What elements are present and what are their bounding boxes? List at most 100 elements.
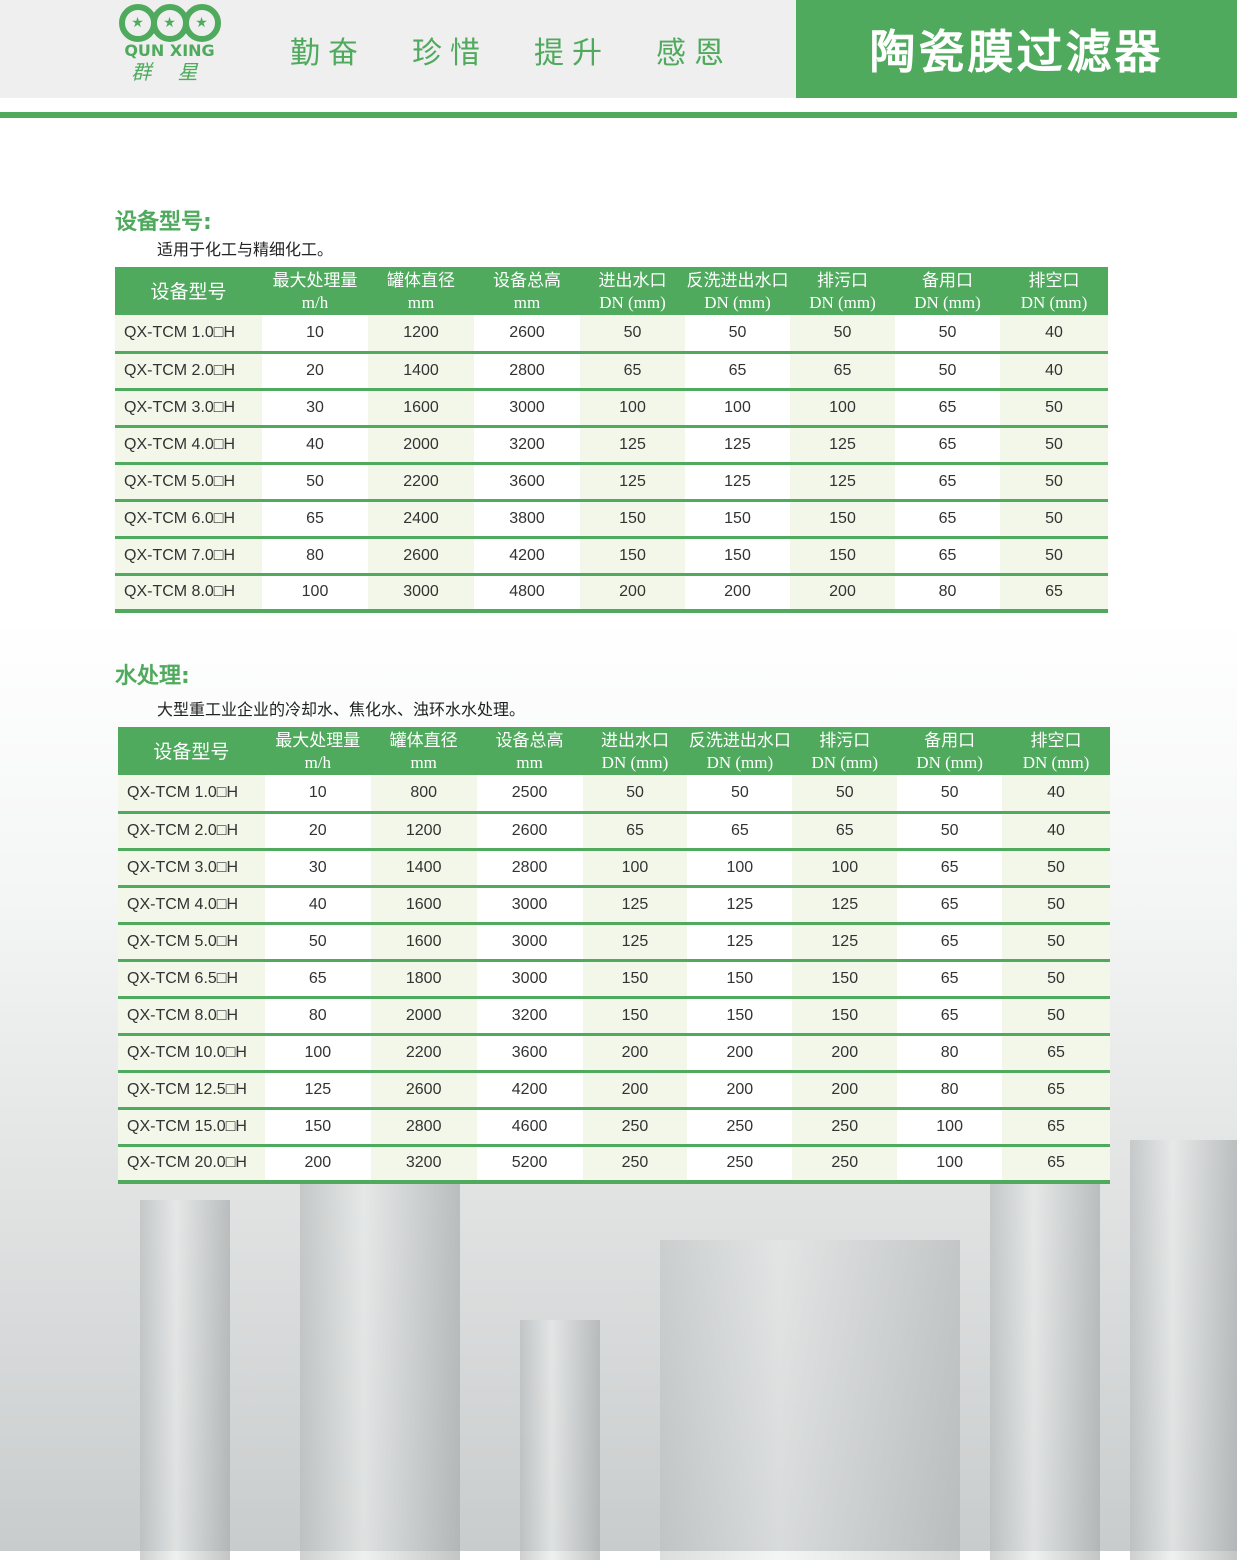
table-cell: 65 bbox=[897, 849, 1003, 888]
table-row: QX-TCM 20.0□H 200 3200 5200 250 250 250 100 65 bbox=[118, 1145, 1110, 1184]
page-title: 陶瓷膜过滤器 bbox=[796, 0, 1237, 98]
column-header: 设备总高 mm bbox=[474, 267, 580, 315]
table-cell: 50 bbox=[895, 315, 1000, 354]
table-row: QX-TCM 1.0□H 10 800 2500 50 50 50 50 40 bbox=[118, 775, 1110, 814]
table-cell: 50 bbox=[687, 775, 793, 814]
table-cell: 65 bbox=[897, 960, 1003, 999]
table-cell: 150 bbox=[580, 500, 685, 539]
table-cell: 200 bbox=[792, 1034, 898, 1073]
table-cell: 2600 bbox=[474, 315, 580, 354]
table-cell: 1200 bbox=[370, 812, 477, 851]
table-cell: 3600 bbox=[474, 463, 580, 502]
table-cell: QX-TCM 4.0□H bbox=[118, 886, 265, 925]
table-cell: 150 bbox=[582, 997, 688, 1036]
table-row: QX-TCM 15.0□H 150 2800 4600 250 250 250 100 65 bbox=[118, 1108, 1110, 1147]
spec-table-chemical: 设备型号 最大处理量 m/h 罐体直径 mm 设备总高 mm 进出水口 DN (mm) 反洗进出水… bbox=[115, 267, 1108, 613]
table-cell: 150 bbox=[792, 997, 898, 1036]
table-cell: 65 bbox=[897, 997, 1003, 1036]
table-cell: 4200 bbox=[476, 1071, 583, 1110]
column-header: 最大处理量 m/h bbox=[264, 727, 371, 775]
table-cell: QX-TCM 7.0□H bbox=[115, 537, 262, 576]
table-cell: 100 bbox=[790, 389, 895, 428]
table-cell: 150 bbox=[687, 997, 793, 1036]
table-cell: 50 bbox=[1000, 537, 1108, 576]
table-cell: 50 bbox=[1000, 389, 1108, 428]
table-cell: 250 bbox=[792, 1108, 898, 1147]
table-cell: 50 bbox=[1002, 960, 1110, 999]
table-cell: 65 bbox=[582, 812, 688, 851]
table-cell: 50 bbox=[1002, 849, 1110, 888]
table-cell: 1600 bbox=[370, 886, 477, 925]
table-cell: 50 bbox=[897, 775, 1003, 814]
slogan: 珍惜 bbox=[412, 36, 488, 71]
table-cell: 1600 bbox=[370, 923, 477, 962]
table-cell: 150 bbox=[582, 960, 688, 999]
table-cell: 3000 bbox=[476, 960, 583, 999]
table-cell: 250 bbox=[792, 1145, 898, 1184]
table-cell: 50 bbox=[264, 923, 371, 962]
table-cell: QX-TCM 3.0□H bbox=[118, 849, 265, 888]
table-cell: 150 bbox=[687, 960, 793, 999]
table-cell: 65 bbox=[264, 960, 371, 999]
table-cell: 100 bbox=[264, 1034, 371, 1073]
column-header: 设备总高 mm bbox=[476, 727, 583, 775]
table-cell: 80 bbox=[895, 574, 1000, 613]
table-cell: QX-TCM 8.0□H bbox=[115, 574, 262, 613]
table-cell: 150 bbox=[792, 960, 898, 999]
table-cell: 40 bbox=[264, 886, 371, 925]
header-row: 设备型号 最大处理量 m/h 罐体直径 mm 设备总高 mm 进出水口 DN (mm) 反洗进出水… bbox=[118, 727, 1110, 775]
section-desc: 适用于化工与精细化工。 bbox=[157, 240, 334, 259]
table-cell: 1200 bbox=[368, 315, 474, 354]
table-cell: 50 bbox=[1002, 923, 1110, 962]
table-cell: 3000 bbox=[368, 574, 474, 613]
table-cell: 2800 bbox=[476, 849, 583, 888]
table-row: QX-TCM 5.0□H 50 1600 3000 125 125 125 65 50 bbox=[118, 923, 1110, 962]
logo: ★ ★ ★ QUN XING 群 星 bbox=[112, 4, 227, 96]
table-cell: 125 bbox=[685, 463, 790, 502]
table-cell: 65 bbox=[1002, 1108, 1110, 1147]
table-cell: 3000 bbox=[474, 389, 580, 428]
table-cell: 125 bbox=[685, 426, 790, 465]
column-header: 排空口 DN (mm) bbox=[1002, 727, 1110, 775]
table-cell: 200 bbox=[685, 574, 790, 613]
table-cell: 65 bbox=[262, 500, 368, 539]
table-cell: 200 bbox=[792, 1071, 898, 1110]
table-cell: 200 bbox=[687, 1071, 793, 1110]
table-row: QX-TCM 2.0□H 20 1200 2600 65 65 65 50 40 bbox=[118, 812, 1110, 851]
table-cell: 200 bbox=[582, 1071, 688, 1110]
table-row: QX-TCM 8.0□H 80 2000 3200 150 150 150 65 50 bbox=[118, 997, 1110, 1036]
table-cell: QX-TCM 8.0□H bbox=[118, 997, 265, 1036]
table-cell: 2000 bbox=[370, 997, 477, 1036]
table-cell: 40 bbox=[1002, 812, 1110, 851]
table-cell: 2600 bbox=[476, 812, 583, 851]
table-cell: 65 bbox=[790, 352, 895, 391]
table-cell: 100 bbox=[580, 389, 685, 428]
table-cell: 2200 bbox=[368, 463, 474, 502]
section-title: 设备型号: bbox=[115, 210, 212, 235]
table-cell: 200 bbox=[582, 1034, 688, 1073]
table-cell: 50 bbox=[1000, 463, 1108, 502]
table-cell: 3000 bbox=[476, 923, 583, 962]
table-cell: 50 bbox=[1002, 886, 1110, 925]
table-cell: QX-TCM 12.5□H bbox=[118, 1071, 265, 1110]
table-cell: 20 bbox=[264, 812, 371, 851]
table-cell: 125 bbox=[582, 886, 688, 925]
table-cell: 150 bbox=[685, 537, 790, 576]
table-cell: 5200 bbox=[476, 1145, 583, 1184]
table-cell: 40 bbox=[1000, 352, 1108, 391]
header-divider bbox=[0, 112, 1237, 118]
table-cell: 65 bbox=[1000, 574, 1108, 613]
table-row: QX-TCM 6.5□H 65 1800 3000 150 150 150 65 50 bbox=[118, 960, 1110, 999]
column-header: 排污口 DN (mm) bbox=[792, 727, 898, 775]
slogan: 感恩 bbox=[656, 36, 732, 71]
table-cell: QX-TCM 20.0□H bbox=[118, 1145, 265, 1184]
table-cell: 65 bbox=[580, 352, 685, 391]
table-cell: QX-TCM 3.0□H bbox=[115, 389, 262, 428]
table-cell: 2600 bbox=[368, 537, 474, 576]
table-cell: 125 bbox=[580, 426, 685, 465]
column-header: 排污口 DN (mm) bbox=[790, 267, 895, 315]
table-cell: 3200 bbox=[370, 1145, 477, 1184]
table-cell: 200 bbox=[264, 1145, 371, 1184]
table-cell: 50 bbox=[1002, 997, 1110, 1036]
table-cell: 50 bbox=[582, 775, 688, 814]
